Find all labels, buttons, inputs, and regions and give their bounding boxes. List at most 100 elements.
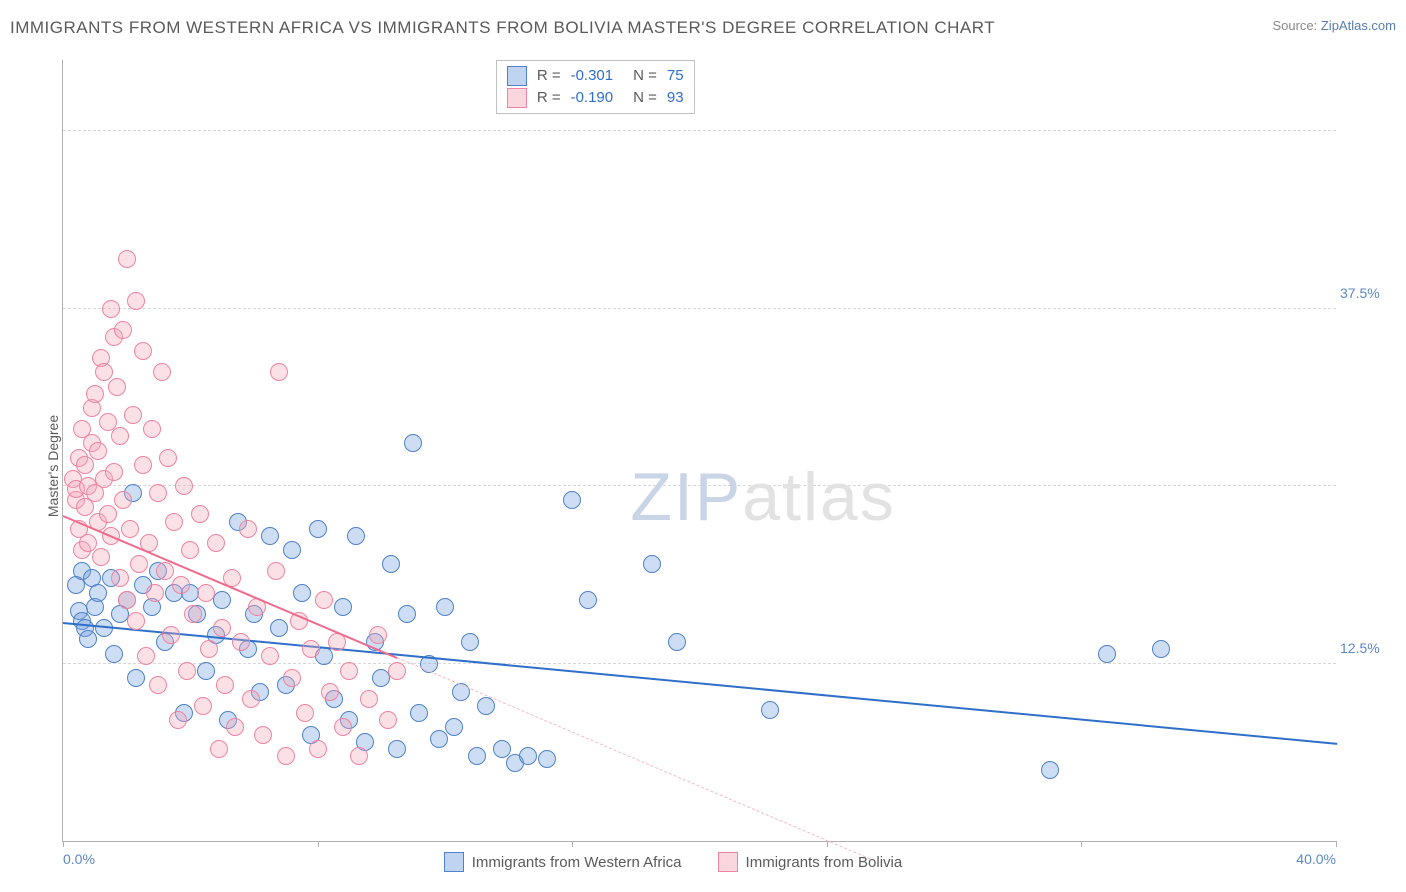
r-label: R = [537,87,561,109]
y-tick-label: 12.5% [1340,640,1392,656]
data-point-wafrica [382,555,400,573]
stats-legend-row-wafrica: R = -0.301N = 75 [507,65,684,87]
data-point-bolivia [105,463,123,481]
data-point-bolivia [137,647,155,665]
data-point-wafrica [477,697,495,715]
data-point-bolivia [239,520,257,538]
data-point-bolivia [216,676,234,694]
data-point-wafrica [563,491,581,509]
legend-item-bolivia: Immigrants from Bolivia [718,852,903,872]
data-point-bolivia [165,513,183,531]
legend-swatch-bolivia [718,852,738,872]
x-tick-mark [572,841,573,847]
data-point-bolivia [261,647,279,665]
gridline [63,308,1336,309]
r-label: R = [537,65,561,87]
data-point-bolivia [175,477,193,495]
data-point-bolivia [162,626,180,644]
data-point-bolivia [369,626,387,644]
data-point-wafrica [468,747,486,765]
data-point-bolivia [121,520,139,538]
data-point-bolivia [153,363,171,381]
data-point-bolivia [226,718,244,736]
y-axis-label: Master's Degree [45,415,61,517]
data-point-bolivia [242,690,260,708]
r-value: -0.190 [571,87,614,109]
data-point-bolivia [388,662,406,680]
data-point-bolivia [89,442,107,460]
data-point-bolivia [277,747,295,765]
data-point-wafrica [270,619,288,637]
data-point-wafrica [1041,761,1059,779]
chart-container: Master's Degree 12.5%37.5%0.0%40.0%ZIPat… [10,50,1396,882]
data-point-bolivia [124,406,142,424]
data-point-wafrica [197,662,215,680]
data-point-bolivia [207,534,225,552]
data-point-bolivia [159,449,177,467]
data-point-bolivia [254,726,272,744]
x-tick-mark [1081,841,1082,847]
data-point-bolivia [334,718,352,736]
legend-label-wafrica: Immigrants from Western Africa [472,854,682,871]
data-point-wafrica [445,718,463,736]
watermark: ZIPatlas [630,458,895,536]
legend-swatch-bolivia [507,88,527,108]
plot-area: 12.5%37.5%0.0%40.0%ZIPatlasR = -0.301N =… [62,60,1336,842]
data-point-bolivia [134,342,152,360]
data-point-bolivia [309,740,327,758]
data-point-wafrica [283,541,301,559]
data-point-bolivia [191,505,209,523]
data-point-wafrica [309,520,327,538]
data-point-bolivia [169,711,187,729]
stats-legend-row-bolivia: R = -0.190N = 93 [507,87,684,109]
data-point-wafrica [436,598,454,616]
data-point-bolivia [149,676,167,694]
chart-title: IMMIGRANTS FROM WESTERN AFRICA VS IMMIGR… [10,18,1396,38]
data-point-wafrica [293,584,311,602]
data-point-wafrica [1098,645,1116,663]
data-point-bolivia [283,669,301,687]
data-point-bolivia [92,548,110,566]
data-point-bolivia [156,562,174,580]
source-attribution: Source: ZipAtlas.com [1272,18,1396,33]
data-point-wafrica [213,591,231,609]
data-point-wafrica [398,605,416,623]
data-point-bolivia [181,541,199,559]
data-point-bolivia [350,747,368,765]
x-tick-mark [827,841,828,847]
legend-item-wafrica: Immigrants from Western Africa [444,852,682,872]
data-point-bolivia [213,619,231,637]
data-point-wafrica [334,598,352,616]
stats-legend: R = -0.301N = 75R = -0.190N = 93 [496,60,695,114]
n-value: 75 [667,65,684,87]
data-point-bolivia [111,569,129,587]
x-tick-mark [63,841,64,847]
data-point-wafrica [668,633,686,651]
gridline [63,663,1336,664]
data-point-bolivia [360,690,378,708]
data-point-bolivia [86,385,104,403]
data-point-bolivia [102,300,120,318]
n-label: N = [633,87,657,109]
data-point-bolivia [127,612,145,630]
data-point-bolivia [267,562,285,580]
data-point-wafrica [127,669,145,687]
data-point-bolivia [296,704,314,722]
data-point-bolivia [108,378,126,396]
source-link[interactable]: ZipAtlas.com [1321,18,1396,33]
data-point-wafrica [643,555,661,573]
data-point-bolivia [76,456,94,474]
data-point-bolivia [146,584,164,602]
data-point-bolivia [134,456,152,474]
data-point-wafrica [404,434,422,452]
data-point-bolivia [111,427,129,445]
data-point-bolivia [340,662,358,680]
data-point-bolivia [118,591,136,609]
legend-swatch-wafrica [444,852,464,872]
data-point-bolivia [302,640,320,658]
trend-line-wafrica [63,622,1337,745]
legend-label-bolivia: Immigrants from Bolivia [746,854,903,871]
data-point-bolivia [315,591,333,609]
r-value: -0.301 [571,65,614,87]
data-point-bolivia [270,363,288,381]
